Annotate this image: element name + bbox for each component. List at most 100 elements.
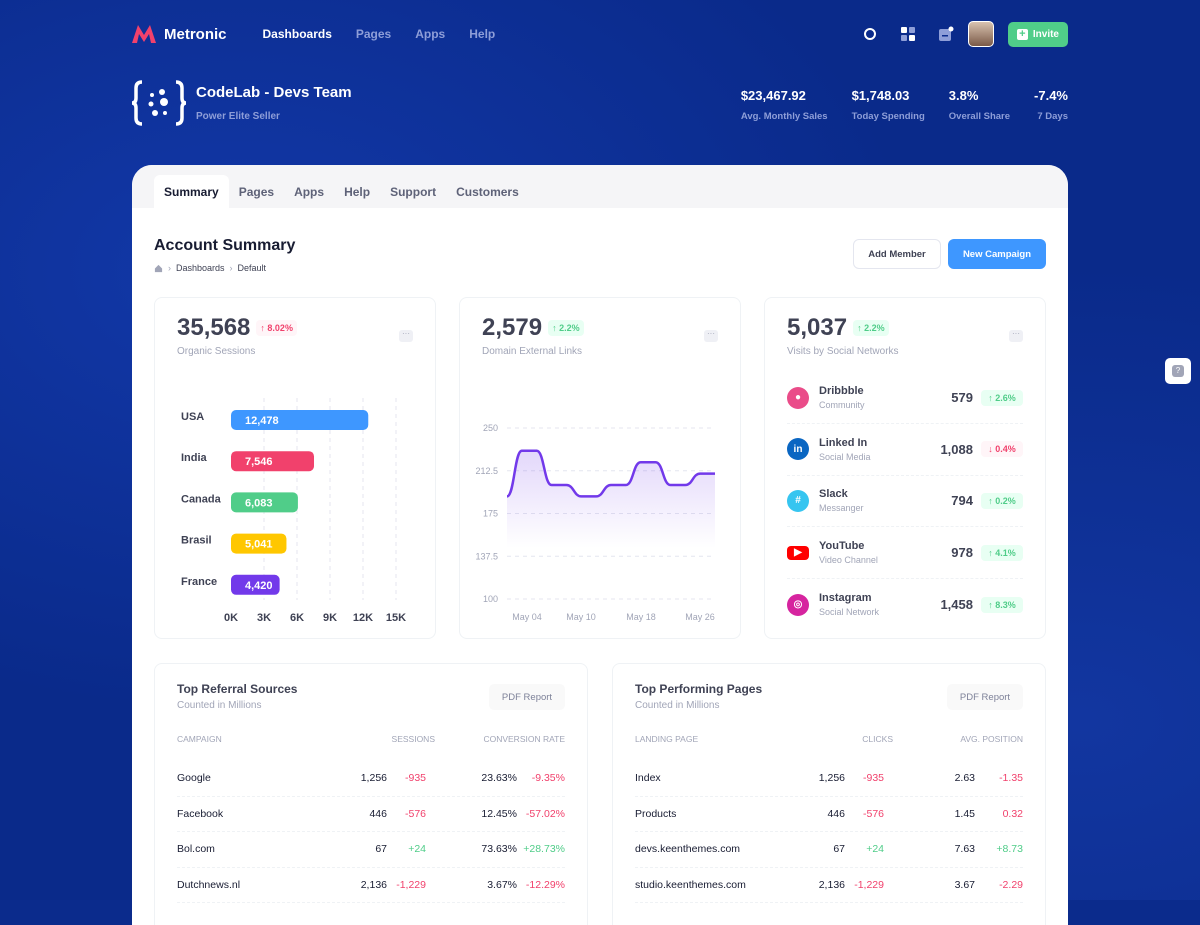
social-desc: Messanger [819, 503, 864, 514]
x-tick-label: 0K [224, 612, 238, 624]
apps-grid-icon[interactable] [900, 26, 916, 42]
referral-pdf-report-button[interactable]: PDF Report [489, 684, 565, 710]
bar[interactable] [231, 410, 369, 430]
brand-logo[interactable]: Metronic [132, 25, 227, 43]
performing-pages-card: Top Performing Pages Counted in Millions… [612, 663, 1046, 925]
invite-label: Invite [1032, 28, 1059, 40]
team-subtitle: Power Elite Seller [196, 111, 280, 122]
social-name: YouTube [819, 540, 865, 553]
social-desc: Social Network [819, 607, 880, 618]
tab-support[interactable]: Support [390, 185, 437, 199]
x-tick-label: May 04 [512, 612, 542, 622]
social-value: 579 [951, 390, 973, 405]
referral-subtitle: Counted in Millions [177, 700, 262, 711]
nav-apps[interactable]: Apps [415, 27, 446, 41]
more-options-icon[interactable]: ··· [1009, 330, 1023, 342]
main-nav: Dashboards Pages Apps Help [263, 27, 496, 41]
x-tick-label: 12K [353, 612, 373, 624]
y-tick-label: 137.5 [475, 551, 498, 561]
user-avatar[interactable] [967, 21, 994, 47]
add-member-button[interactable]: Add Member [853, 239, 941, 269]
table-row[interactable]: devs.keenthemes.com 67 +24 7.63 +8.73 [635, 832, 1023, 868]
x-tick-label: 15K [386, 612, 406, 624]
table-header: LANDING PAGE CLICKS AVG. POSITION [635, 734, 1023, 744]
top-bar: Metronic Dashboards Pages Apps Help + Inv… [132, 20, 1068, 48]
social-item-instagram[interactable]: ◎ Instagram Social Network 1,458 ↑ 8.3% [787, 579, 1023, 631]
social-change: ↑ 0.2% [981, 492, 1023, 509]
x-tick-label: May 10 [566, 612, 596, 622]
more-options-icon[interactable]: ··· [399, 330, 413, 342]
social-desc: Video Channel [819, 555, 878, 566]
team-name: CodeLab - Devs Team [196, 84, 352, 101]
table-row[interactable]: Index 1,256 -935 2.63 -1.35 [635, 761, 1023, 797]
tab-help[interactable]: Help [344, 185, 371, 199]
social-change: ↑ 2.6% [981, 389, 1023, 406]
x-tick-label: 9K [323, 612, 337, 624]
social-value: 1,088 [940, 441, 973, 457]
category-label: France [181, 576, 217, 588]
nav-help[interactable]: Help [469, 27, 496, 41]
table-row[interactable]: Google 1,256 -935 23.63% -9.35% [177, 761, 565, 797]
social-name: Linked In [819, 436, 868, 449]
home-icon[interactable] [154, 264, 163, 273]
nav-pages[interactable]: Pages [355, 27, 392, 41]
social-name: Dribbble [819, 385, 864, 397]
social-desc: Community [819, 400, 865, 410]
area-fill [507, 450, 715, 548]
social-value: 794 [951, 493, 973, 509]
tab-apps[interactable]: Apps [294, 185, 325, 199]
table-row[interactable]: Dutchnews.nl 2,136 -1,229 3.67% -12.29% [177, 868, 565, 903]
stat-monthly-sales: $23,467.92 Avg. Monthly Sales [740, 88, 828, 122]
bar[interactable] [231, 533, 287, 554]
social-visits-value: 5,037 [787, 314, 848, 341]
tab-customers[interactable]: Customers [456, 185, 519, 199]
domain-links-card: 2,579 ↑ 2.2% Domain External Links ··· 25… [459, 297, 741, 639]
table-row[interactable]: Facebook 446 -576 12.45% -57.02% [177, 797, 565, 832]
social-value: 978 [951, 545, 973, 561]
social-item-linked-in[interactable]: in Linked In Social Media 1,088 ↓ 0.4% [787, 424, 1023, 476]
pages-pdf-report-button[interactable]: PDF Report [947, 684, 1023, 710]
referral-table: CAMPAIGN SESSIONS CONVERSION RATE Google 1,2… [177, 734, 565, 903]
more-options-icon[interactable]: ··· [704, 330, 718, 342]
invite-button[interactable]: + Invite [1007, 21, 1068, 47]
nav-dashboards[interactable]: Dashboards [262, 27, 332, 41]
notifications-icon[interactable] [938, 26, 954, 42]
y-tick-label: 175 [483, 509, 498, 519]
breadcrumb: › Dashboards › Default [154, 263, 295, 273]
breadcrumb-dashboards[interactable]: Dashboards [176, 263, 225, 273]
x-tick-label: 6K [290, 612, 304, 624]
social-item-youtube[interactable]: ▶ YouTube Video Channel 978 ↑ 4.1% [787, 527, 1023, 580]
new-campaign-button[interactable]: New Campaign [948, 239, 1046, 269]
search-icon[interactable] [862, 26, 878, 42]
breadcrumb-default: Default [237, 263, 267, 273]
linkedin-icon: in [787, 438, 809, 461]
table-row[interactable]: Bol.com 67 +24 73.63% +28.73% [177, 832, 565, 868]
data-label: 6,083 [245, 497, 273, 509]
bar[interactable] [231, 451, 315, 472]
dribbble-icon: ● [787, 386, 809, 409]
tab-pages[interactable]: Pages [238, 185, 275, 199]
stat-today-spending: $1,748.03 Today Spending [851, 88, 925, 122]
domain-links-area-chart: 250 212.5 175 137.5 100 May 04 May 10 May 18 May… [475, 423, 715, 622]
country-bar-chart: 0K 3K 6K 9K 12K 15K USA 12,478 India 7,546 Canada 6… [181, 398, 406, 624]
x-tick-label: May 26 [685, 612, 715, 622]
tab-summary[interactable]: Summary [154, 175, 229, 208]
pages-title: Top Performing Pages [635, 682, 763, 696]
category-label: India [181, 452, 208, 464]
social-item-slack[interactable]: # Slack Messanger 794 ↑ 0.2% [787, 475, 1023, 528]
bar[interactable] [231, 574, 280, 595]
table-row[interactable]: Products 446 -576 1.45 0.32 [635, 797, 1023, 832]
social-item-dribbble[interactable]: ● Dribbble Community 579 ↑ 2.6% [787, 372, 1023, 424]
metronic-logo-icon [132, 25, 156, 43]
organic-sessions-change: ↑ 8.02% [256, 320, 297, 336]
table-row[interactable]: studio.keenthemes.com 2,136 -1,229 3.67 -2.2… [635, 868, 1023, 903]
domain-links-value: 2,579 [482, 314, 543, 341]
category-label: Canada [181, 493, 222, 505]
help-button[interactable]: ? [1165, 358, 1191, 384]
slack-icon: # [787, 489, 809, 512]
social-change: ↑ 4.1% [981, 544, 1023, 561]
referral-sources-card: Top Referral Sources Counted in Millions… [154, 663, 588, 925]
help-icon: ? [1172, 365, 1184, 377]
bar[interactable] [231, 492, 298, 513]
series-line[interactable] [505, 449, 715, 498]
